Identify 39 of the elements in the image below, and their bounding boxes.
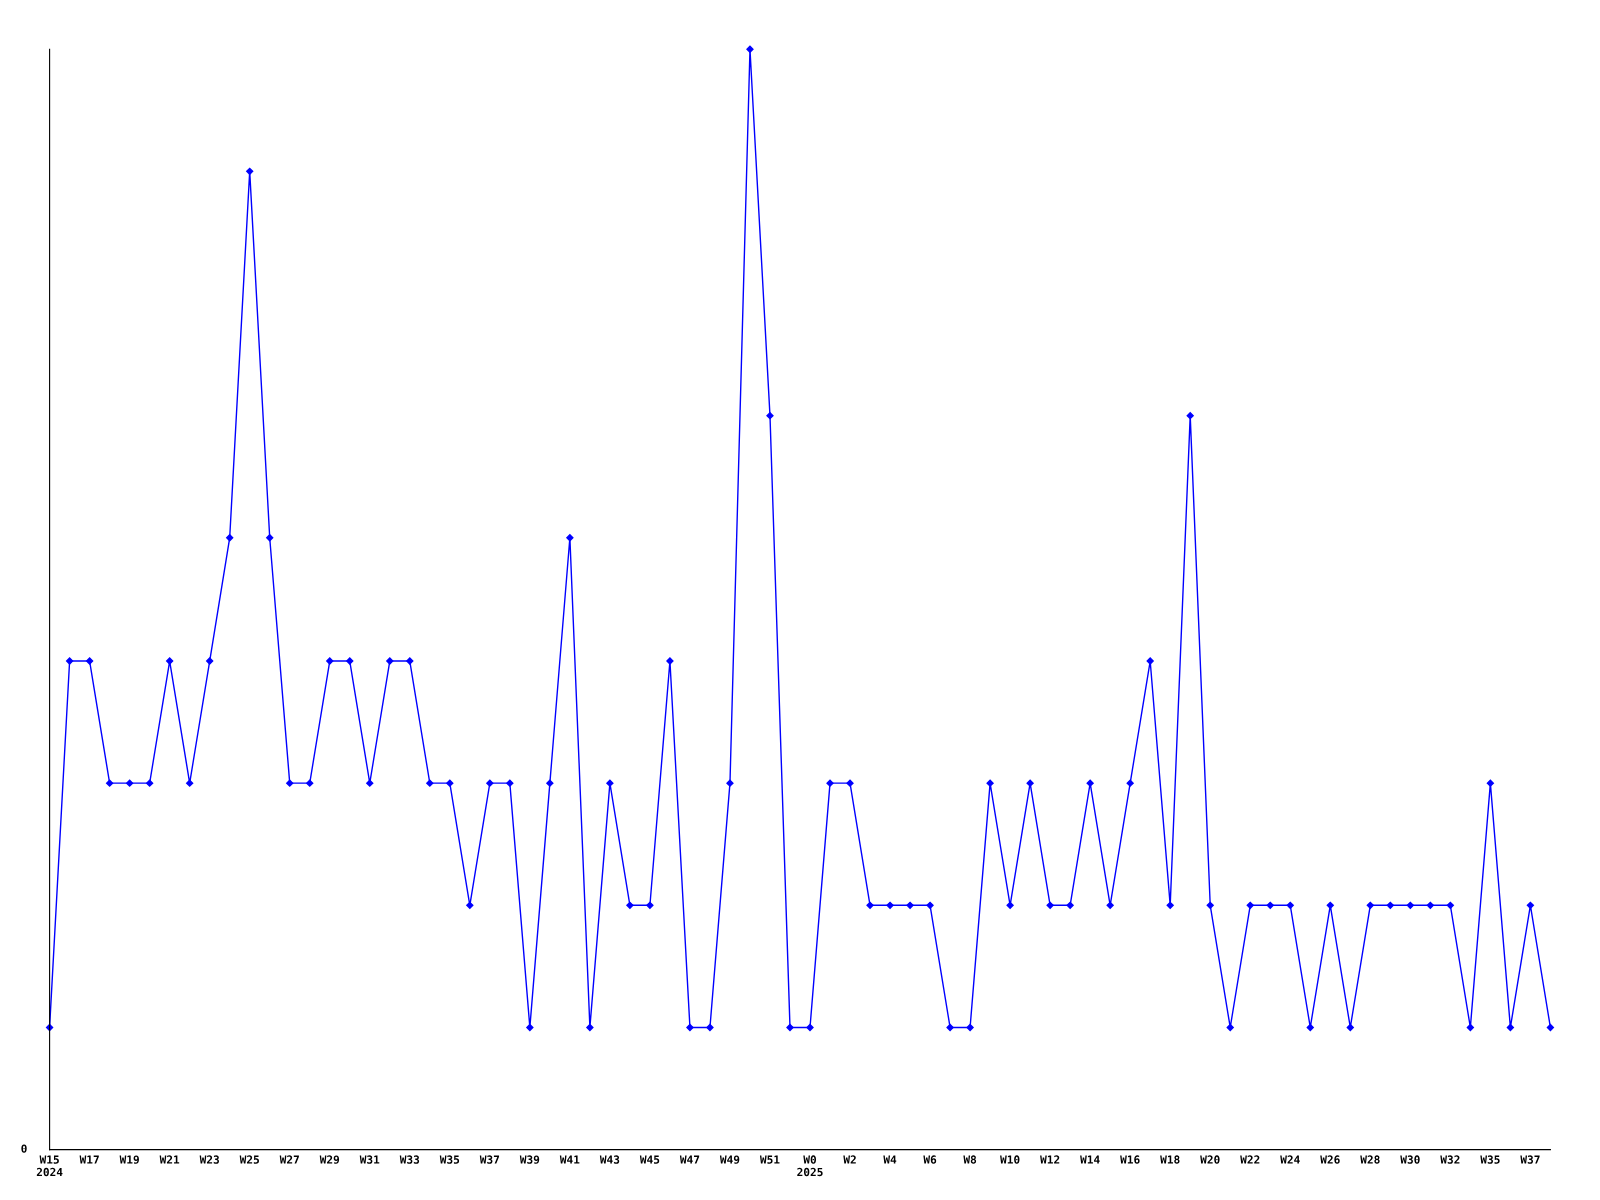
x-tick-label: W0 2025 <box>797 1155 823 1177</box>
x-tick-label: W45 <box>639 1155 660 1164</box>
x-tick-label: W20 <box>1200 1155 1220 1164</box>
x-tick-label: W47 <box>679 1155 700 1164</box>
x-tick-label: W43 <box>599 1155 620 1164</box>
x-tick-label: W39 <box>519 1155 540 1164</box>
x-tick-label: W51 <box>759 1155 780 1164</box>
x-tick-label: W31 <box>359 1155 380 1164</box>
x-tick-label: W21 <box>159 1155 180 1164</box>
x-tick-label: W30 <box>1400 1155 1420 1164</box>
x-tick-label: W2 <box>843 1155 856 1164</box>
x-tick-label: W35 <box>439 1155 460 1164</box>
x-tick-label: W35 <box>1480 1155 1500 1164</box>
x-tick-label: W24 <box>1280 1155 1300 1164</box>
x-tick-label: W19 <box>119 1155 139 1164</box>
x-tick-label: W17 <box>79 1155 99 1164</box>
x-tick-label: W6 <box>923 1155 937 1164</box>
x-tick-label: W10 <box>1000 1155 1020 1164</box>
x-tick-label: W26 <box>1320 1155 1340 1164</box>
x-tick-label: W12 <box>1040 1155 1060 1164</box>
x-tick-label: W28 <box>1360 1155 1380 1164</box>
x-tick-label: W25 <box>239 1155 259 1164</box>
x-tick-label: W37 <box>1520 1155 1540 1164</box>
x-tick-label: W16 <box>1120 1155 1140 1164</box>
x-tick-label: W23 <box>199 1155 219 1164</box>
x-tick-label: W15 2024 <box>36 1155 63 1177</box>
x-tick-label: W14 <box>1080 1155 1100 1164</box>
x-tick-label: W33 <box>399 1155 420 1164</box>
x-tick-label: W27 <box>279 1155 299 1164</box>
x-tick-label: W18 <box>1160 1155 1180 1164</box>
x-tick-label: W49 <box>719 1155 740 1164</box>
x-tick-label: W8 <box>963 1155 977 1164</box>
x-tick-label: W37 <box>479 1155 500 1164</box>
x-tick-label: W41 <box>559 1155 580 1164</box>
x-tick-label: W22 <box>1240 1155 1260 1164</box>
x-tick-label: W29 <box>319 1155 340 1164</box>
x-tick-label: W4 <box>883 1155 897 1164</box>
text: 0 <box>21 1144 27 1153</box>
x-tick-label: W32 <box>1440 1155 1460 1164</box>
